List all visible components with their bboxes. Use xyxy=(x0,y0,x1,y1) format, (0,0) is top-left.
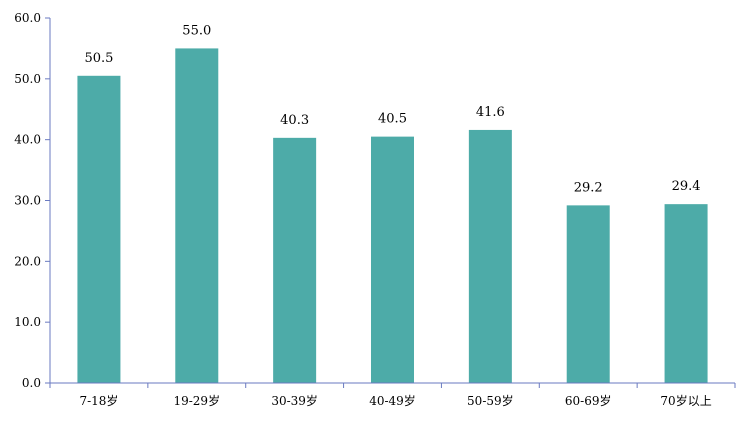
x-category-label: 7-18岁 xyxy=(79,393,118,408)
y-tick-label: 30.0 xyxy=(14,194,41,208)
x-axis-ticks: 7-18岁 19-29岁 30-39岁 40-49岁 50-59岁 60-69岁 70岁以上 xyxy=(49,383,736,408)
bars xyxy=(77,48,708,384)
bar xyxy=(371,136,414,383)
bar xyxy=(566,205,610,383)
y-tick-label: 10.0 xyxy=(14,315,41,329)
bar xyxy=(77,75,121,384)
bar xyxy=(664,204,708,383)
bar xyxy=(468,129,512,383)
bar xyxy=(273,137,317,383)
y-tick-label: 0.0 xyxy=(22,376,41,390)
y-tick-label: 50.0 xyxy=(14,72,41,86)
bar xyxy=(175,48,219,384)
y-tick-label: 60.0 xyxy=(14,11,41,25)
bar-value-label: 50.5 xyxy=(84,51,113,66)
bar-value-label: 29.2 xyxy=(574,180,603,195)
bar-value-label: 29.4 xyxy=(672,179,701,194)
x-category-label: 19-29岁 xyxy=(173,393,220,408)
y-tick-label: 20.0 xyxy=(14,254,41,268)
data-labels: 50.5 55.0 40.3 40.5 41.6 29.2 29.4 xyxy=(84,23,700,195)
x-category-label: 30-39岁 xyxy=(271,393,318,408)
y-axis-ticks: 0.0 10.0 20.0 30.0 40.0 50.0 60.0 xyxy=(14,11,50,390)
bar-value-label: 55.0 xyxy=(182,23,211,38)
bar-value-label: 40.5 xyxy=(378,112,407,127)
y-tick-label: 40.0 xyxy=(14,133,41,147)
bar-value-label: 41.6 xyxy=(476,105,505,120)
x-category-label: 50-59岁 xyxy=(467,393,514,408)
x-category-label: 60-69岁 xyxy=(565,393,612,408)
bar-value-label: 40.3 xyxy=(280,113,309,128)
x-category-label: 40-49岁 xyxy=(369,393,416,408)
x-category-label: 70岁以上 xyxy=(660,393,711,408)
